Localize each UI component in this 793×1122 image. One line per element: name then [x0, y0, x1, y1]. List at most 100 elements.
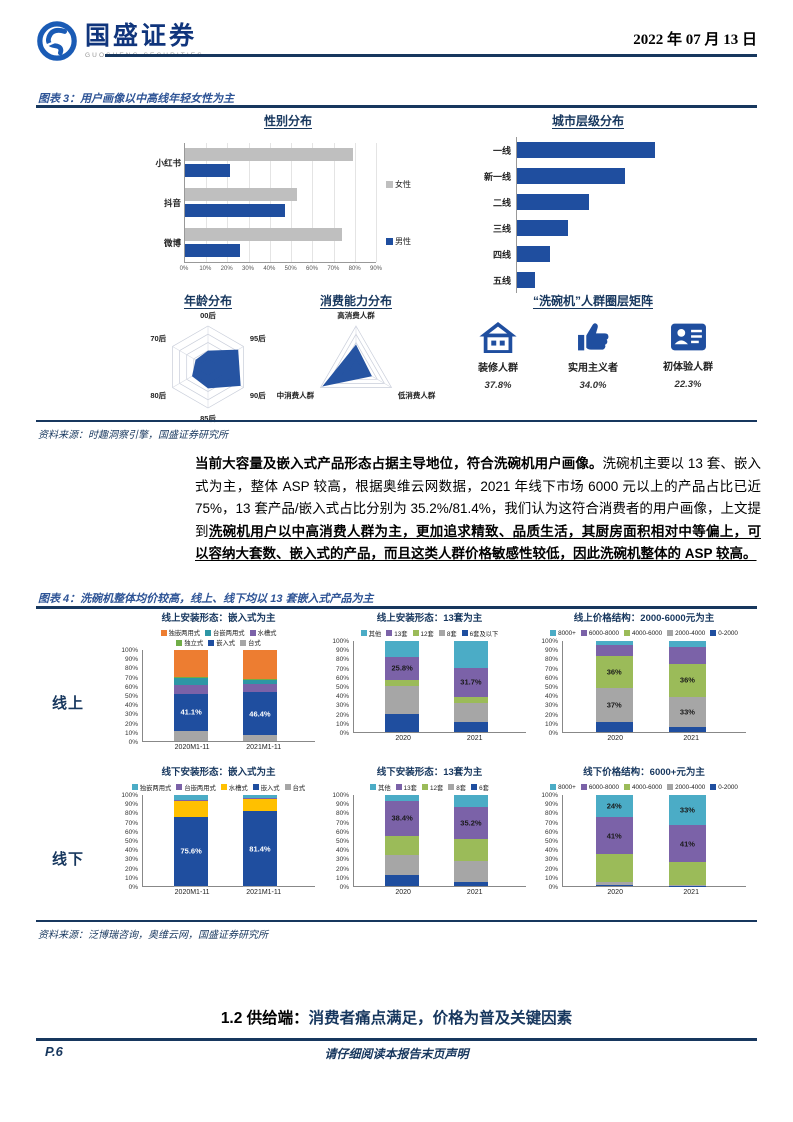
legend-item: 6套及以下: [461, 628, 498, 638]
segment-8000+: [595, 641, 633, 645]
segment-6000-8000: 41%: [595, 816, 633, 855]
legend-label: 男性: [395, 237, 411, 246]
legend-swatch: [249, 629, 256, 636]
y-tick-label: 100%: [332, 792, 349, 799]
bar-area: [516, 215, 724, 241]
figure4-source: 资料来源：泛博瑞咨询，奥维云网，国盛证券研究所: [38, 930, 268, 941]
legend-swatch: [395, 784, 402, 790]
legend-label: 独嵌两用式: [139, 784, 172, 792]
legend-item: 4000-6000: [623, 628, 662, 638]
brand-name-cn: 国盛证券: [85, 21, 198, 50]
legend-label: 13套: [403, 784, 417, 792]
chart-gender-distribution: 性别分布 小红书 抖音 微博 0% 10% 20% 30% 40% 50% 60% 70% 80% 9…: [148, 112, 428, 288]
category-label: 四线: [492, 249, 511, 260]
legend-item: 女性: [386, 179, 411, 190]
gender-x-axis-ticks: 0% 10% 20% 30% 40% 50% 60% 70% 80% 90%: [180, 266, 382, 276]
segment-13套: 25.8%: [384, 656, 420, 681]
segment-台嵌两用式: [242, 679, 278, 685]
y-tick-label: 70%: [335, 819, 349, 827]
segment-水槽式: [242, 798, 278, 812]
chart-legend: 其他 13套 12套 8套 6套及以下: [327, 628, 532, 638]
paragraph-bold-underline: 洗碗机用户以中高消费人群为主，更加追求精致、品质生活，其厨房面积相对中等偏上，可…: [195, 523, 761, 562]
legend-label: 女性: [395, 180, 411, 189]
y-tick-label: 90%: [335, 801, 349, 809]
gridline: [227, 143, 229, 262]
page-number: P.6: [45, 1044, 63, 1059]
y-tick-label: 80%: [544, 656, 558, 664]
chart-city-tier-distribution: 城市层级分布 一线 新一线 二线 三线 四线 五线: [452, 112, 724, 298]
y-tick-label: 0%: [548, 884, 558, 891]
y-tick-label: 60%: [335, 674, 349, 682]
segment-8000+: 33%: [669, 795, 706, 826]
legend-label: 台式: [292, 784, 306, 792]
plot-area: 75.6% 81.4%: [142, 795, 315, 887]
svg-text:90后: 90后: [250, 390, 266, 400]
stacked-bar: 75.6%: [173, 795, 209, 886]
segment-4000-6000: [595, 854, 633, 883]
row-label-offline: 线下: [52, 851, 85, 868]
segment-label: 35.2%: [460, 818, 482, 828]
segment-8套: [384, 855, 420, 876]
legend-item: 6000-8000: [580, 782, 619, 792]
category-label: 微博: [163, 238, 181, 248]
x-category-label: 2020M1-11: [174, 744, 210, 751]
category-label: 小红书: [155, 158, 181, 168]
segment-8套: [453, 702, 489, 722]
legend-label: 13套: [394, 630, 408, 638]
segment-0-2000: [595, 885, 633, 886]
segment-其他: [453, 795, 489, 807]
y-tick-label: 20%: [335, 711, 349, 719]
bar: [517, 220, 569, 236]
bar-女性: [185, 148, 353, 161]
stacked-bar: 46.4%: [242, 650, 278, 741]
legend-item: 嵌入式: [252, 782, 280, 792]
svg-text:95后: 95后: [250, 333, 266, 343]
paragraph-bold-lead: 当前大容量及嵌入式产品形态占据主导地位，符合洗碗机用户画像。: [195, 456, 603, 471]
segment-label: 33%: [679, 707, 695, 717]
y-tick-label: 90%: [544, 801, 558, 809]
stacked-bar: 38.4%: [384, 795, 420, 886]
bar: [517, 194, 589, 210]
segment-12套: [384, 835, 420, 856]
legend-item: 嵌入式: [208, 638, 235, 647]
legend-label: 8套: [446, 630, 457, 638]
plot-area: 41.1% 46.4%: [142, 650, 315, 742]
x-axis-labels: 2020 2021: [353, 735, 532, 745]
x-tick-label: 70%: [327, 266, 340, 272]
y-tick-label: 70%: [124, 819, 138, 827]
y-tick-label: 30%: [124, 711, 138, 719]
legend-label: 独嵌两用式: [168, 630, 201, 637]
legend-swatch: [461, 630, 468, 636]
gridline: [291, 143, 293, 262]
chart-title: 年龄分布: [183, 294, 232, 308]
y-tick-label: 50%: [335, 838, 349, 845]
segment-独嵌两用式: [242, 795, 278, 798]
legend-swatch: [710, 784, 717, 790]
y-tick-label: 90%: [544, 647, 558, 655]
x-axis-labels: 2020 2021: [562, 889, 752, 899]
city-row: 二线: [476, 189, 724, 215]
bar-area: [516, 267, 724, 293]
legend-item: 水槽式: [220, 782, 248, 792]
chart-offline-set-count: 线下安装形态：13套为主 其他 13套 12套 8套 6套 100% 90% 80% 70% 6…: [327, 764, 532, 914]
y-tick-label: 80%: [335, 810, 349, 818]
y-tick-label: 30%: [544, 856, 558, 864]
segment-台嵌两用式: [242, 797, 278, 799]
legend-swatch: [412, 630, 419, 636]
legend-swatch: [284, 784, 291, 790]
figure4-top-rule: [36, 606, 757, 609]
y-tick-label: 100%: [121, 647, 138, 654]
x-category-label: 2020M1-11: [174, 889, 210, 896]
category-label: 三线: [492, 223, 511, 234]
segment-台嵌两用式: [173, 678, 209, 686]
legend-item: 2000-4000: [667, 782, 705, 792]
chart-online-install-type: 线上安装形态：嵌入式为主 独嵌两用式 台嵌两用式 水槽式 独立式 嵌入式 台式 100% 9…: [116, 610, 321, 760]
segment-4000-6000: 36%: [595, 655, 633, 689]
x-tick-label: 60%: [305, 266, 319, 272]
legend-label: 2000-4000: [675, 783, 706, 791]
chart-legend: 独嵌两用式 台嵌两用式 水槽式 独立式 嵌入式 台式: [144, 628, 294, 647]
segment-2000-4000: 33%: [669, 696, 706, 727]
chart-title: 线上安装形态：13套为主: [376, 613, 483, 624]
segment-嵌入式: 75.6%: [173, 816, 209, 886]
